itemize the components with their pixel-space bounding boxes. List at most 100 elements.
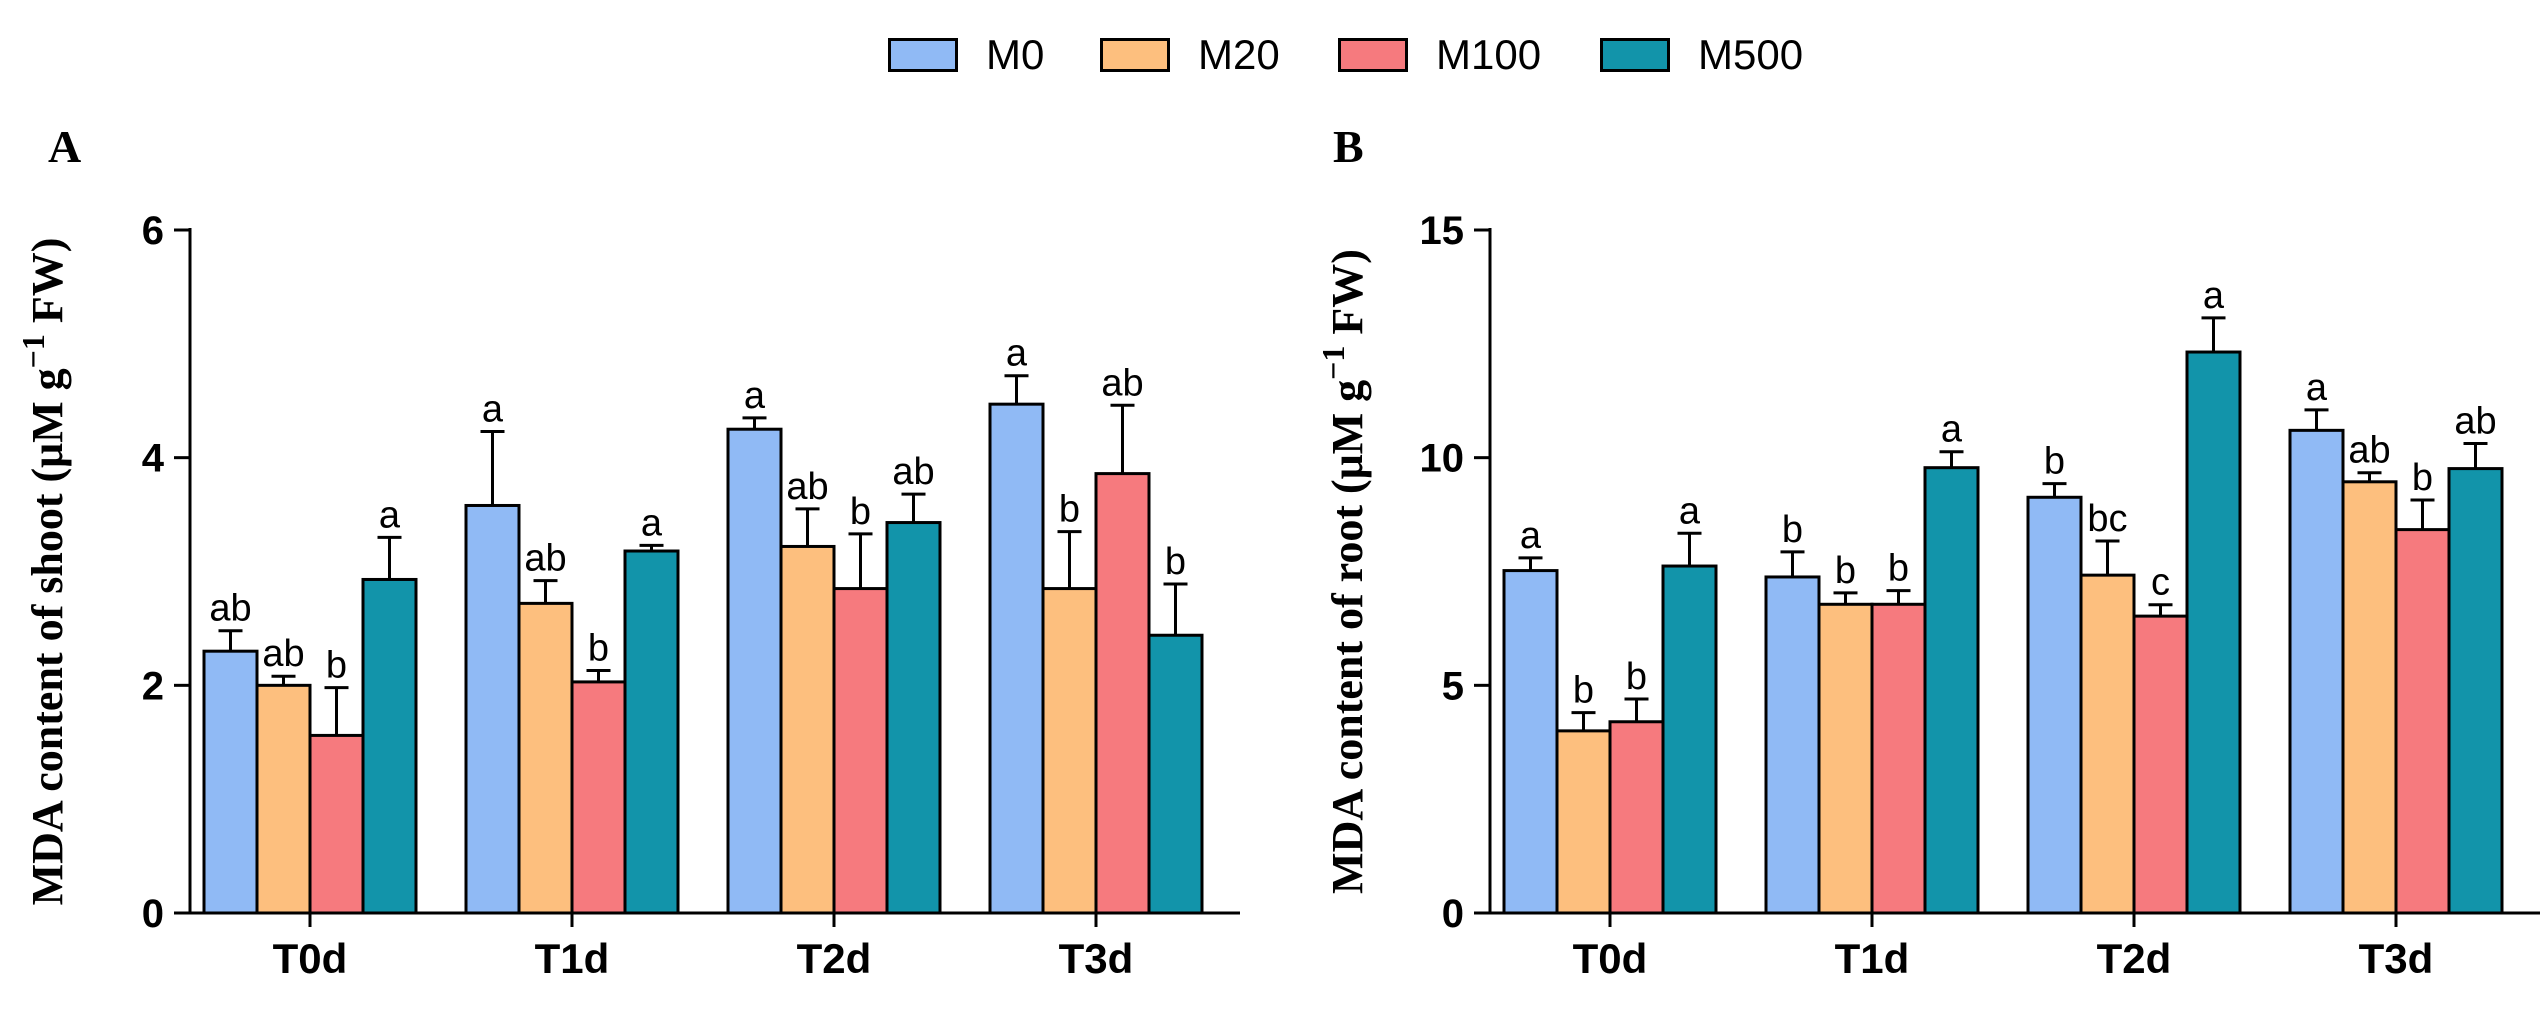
y-axis-label-A: MDA content of shoot (μM g−1 FW) [15, 238, 72, 906]
sig-letter-B-T0d-M20: b [1573, 670, 1594, 712]
panel-label-B: B [1333, 121, 1364, 172]
sig-letter-B-T3d-M500: ab [2454, 401, 2496, 443]
sig-letter-B-T3d-M0: a [2306, 367, 2328, 409]
legend-label-m100: M100 [1436, 31, 1542, 78]
sig-letter-A-T1d-M20: ab [524, 538, 566, 580]
bar-A-T2d-M500 [885, 521, 942, 915]
sig-letter-B-T1d-M100: b [1888, 548, 1909, 590]
sig-letter-A-T3d-M100: ab [1101, 362, 1143, 404]
sig-letter-A-T3d-M20: b [1059, 489, 1080, 531]
legend-item-m500: M500 [1600, 30, 1803, 80]
sig-letter-A-T1d-M500: a [641, 502, 663, 544]
bar-B-T1d-M100 [1870, 602, 1927, 915]
sig-letter-B-T2d-M500: a [2203, 275, 2225, 317]
y-axis-label-sup-A: −1 [15, 334, 51, 368]
sig-letter-B-T3d-M20: ab [2348, 430, 2390, 472]
bar-B-T0d-M20 [1555, 729, 1612, 915]
bar-A-T0d-M20 [255, 683, 312, 915]
bar-A-T1d-M20 [517, 601, 574, 915]
sig-letter-A-T2d-M500: ab [892, 451, 934, 493]
legend-label-m20: M20 [1198, 31, 1280, 78]
sig-letter-B-T2d-M0: b [2044, 441, 2065, 483]
bar-B-T3d-M100 [2394, 528, 2451, 915]
bar-B-T0d-M100 [1608, 720, 1665, 915]
x-tick-label-B-T3d: T3d [2359, 935, 2434, 982]
bar-B-T3d-M500 [2447, 467, 2504, 915]
sig-letter-B-T0d-M100: b [1626, 656, 1647, 698]
x-tick-label-A-T3d: T3d [1059, 935, 1134, 982]
legend-item-m100: M100 [1338, 30, 1541, 80]
legend-swatch-m20 [1100, 38, 1170, 72]
legend: M0 M20 M100 M500 [0, 0, 2544, 110]
bar-A-T1d-M500 [623, 549, 680, 915]
sig-letter-A-T2d-M20: ab [786, 466, 828, 508]
sig-letter-A-T2d-M0: a [744, 375, 766, 417]
sig-letter-B-T1d-M20: b [1835, 550, 1856, 592]
y-axis-label-main-A: MDA content of shoot (μM g [23, 368, 72, 905]
bar-B-T2d-M500 [2185, 350, 2242, 915]
x-tick-label-B-T2d: T2d [2097, 935, 2172, 982]
legend-item-m20: M20 [1100, 30, 1280, 80]
y-tick-label-B-10: 10 [1420, 437, 1465, 481]
bar-A-T1d-M100 [570, 680, 627, 915]
bar-A-T2d-M20 [779, 544, 836, 915]
bar-B-T1d-M500 [1923, 466, 1980, 915]
x-tick-label-A-T0d: T0d [273, 935, 348, 982]
sig-letter-B-T3d-M100: b [2412, 457, 2433, 499]
legend-item-m0: M0 [888, 30, 1044, 80]
bar-A-T1d-M0 [464, 503, 521, 915]
x-tick-label-B-T0d: T0d [1573, 935, 1648, 982]
y-tick-label-B-15: 15 [1420, 209, 1465, 253]
y-axis-label-sup-B: −1 [1315, 346, 1351, 380]
y-axis-label-end-B: FW) [1323, 249, 1372, 346]
sig-letter-B-T1d-M500: a [1941, 409, 1963, 451]
y-axis-label-end-A: FW) [23, 238, 72, 335]
bar-B-T2d-M100 [2132, 614, 2189, 915]
y-axis-label-B: MDA content of root (μM g−1 FW) [1315, 249, 1372, 894]
bar-A-T3d-M100 [1094, 472, 1151, 915]
bar-A-T3d-M20 [1041, 587, 1098, 915]
panel-label-A: A [48, 121, 81, 172]
sig-letter-B-T0d-M500: a [1679, 490, 1701, 532]
sig-letter-A-T3d-M500: b [1165, 541, 1186, 583]
bar-A-T2d-M0 [726, 427, 783, 915]
legend-label-m500: M500 [1698, 31, 1804, 78]
bar-B-T1d-M0 [1764, 575, 1821, 915]
sig-letter-A-T1d-M0: a [482, 388, 504, 430]
legend-swatch-m100 [1338, 38, 1408, 72]
legend-swatch-m500 [1600, 38, 1670, 72]
bar-A-T3d-M0 [988, 402, 1045, 915]
sig-letter-B-T0d-M0: a [1520, 515, 1542, 557]
sig-letter-A-T0d-M500: a [379, 494, 401, 536]
sig-letter-A-T0d-M100: b [326, 645, 347, 687]
sig-letter-A-T1d-M100: b [588, 628, 609, 670]
bar-A-T0d-M100 [308, 733, 365, 915]
sig-letter-A-T2d-M100: b [850, 491, 871, 533]
bar-B-T3d-M20 [2341, 480, 2398, 915]
legend-swatch-m0 [888, 38, 958, 72]
bar-B-T0d-M0 [1502, 569, 1559, 915]
bar-B-T3d-M0 [2288, 428, 2345, 915]
bar-A-T2d-M100 [832, 587, 889, 915]
x-tick-label-A-T2d: T2d [797, 935, 872, 982]
y-tick-label-A-6: 6 [142, 209, 164, 253]
sig-letter-B-T1d-M0: b [1782, 509, 1803, 551]
legend-label-m0: M0 [986, 31, 1045, 78]
bar-A-T3d-M500 [1147, 633, 1204, 915]
y-tick-label-A-0: 0 [142, 892, 164, 936]
sig-letter-B-T2d-M100: c [2151, 562, 2170, 604]
x-tick-label-A-T1d: T1d [535, 935, 610, 982]
bar-A-T0d-M500 [361, 577, 418, 915]
bar-B-T1d-M20 [1817, 602, 1874, 915]
bar-B-T2d-M20 [2079, 573, 2136, 915]
sig-letter-A-T0d-M0: ab [209, 588, 251, 630]
sig-letter-B-T2d-M20: bc [2087, 498, 2127, 540]
y-tick-label-B-0: 0 [1442, 892, 1464, 936]
bar-B-T0d-M500 [1661, 564, 1718, 915]
y-axis-label-main-B: MDA content of root (μM g [1323, 380, 1372, 894]
sig-letter-A-T3d-M0: a [1006, 333, 1028, 375]
sig-letter-A-T0d-M20: ab [262, 633, 304, 675]
